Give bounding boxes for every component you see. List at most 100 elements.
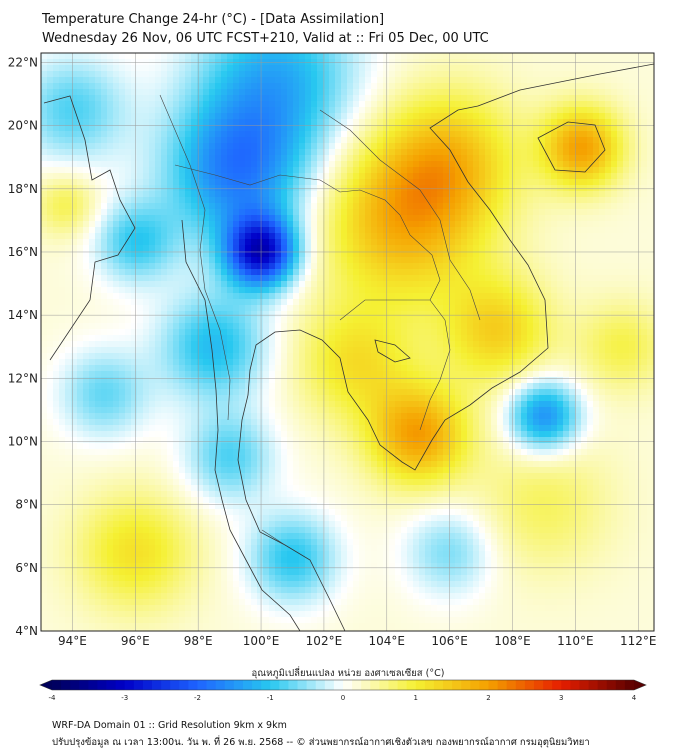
field-cell — [545, 299, 552, 306]
field-cell — [497, 125, 504, 132]
field-cell — [641, 329, 648, 336]
field-cell — [617, 329, 624, 336]
field-cell — [623, 179, 630, 186]
field-cell — [131, 167, 138, 174]
field-cell — [47, 341, 54, 348]
field-cell — [47, 317, 54, 324]
field-cell — [449, 245, 456, 252]
field-cell — [521, 245, 528, 252]
field-cell — [527, 83, 534, 90]
field-cell — [281, 335, 288, 342]
field-cell — [47, 197, 54, 204]
field-cell — [257, 53, 264, 60]
field-cell — [95, 299, 102, 306]
field-cell — [305, 287, 312, 294]
field-cell — [155, 251, 162, 258]
field-cell — [581, 317, 588, 324]
field-cell — [47, 323, 54, 330]
field-cell — [485, 95, 492, 102]
field-cell — [317, 155, 324, 162]
field-cell — [263, 101, 270, 108]
field-cell — [215, 299, 222, 306]
field-cell — [521, 251, 528, 258]
field-cell — [245, 179, 252, 186]
field-cell — [623, 281, 630, 288]
field-cell — [563, 197, 570, 204]
field-cell — [593, 275, 600, 282]
field-cell — [89, 341, 96, 348]
field-cell — [617, 65, 624, 72]
field-cell — [227, 191, 234, 198]
field-cell — [341, 113, 348, 120]
field-cell — [167, 245, 174, 252]
field-cell — [131, 185, 138, 192]
field-cell — [323, 101, 330, 108]
field-cell — [533, 293, 540, 300]
field-cell — [497, 107, 504, 114]
field-cell — [191, 95, 198, 102]
field-cell — [623, 65, 630, 72]
field-cell — [575, 281, 582, 288]
field-cell — [239, 251, 246, 258]
field-cell — [299, 89, 306, 96]
field-cell — [629, 311, 636, 318]
field-cell — [389, 65, 396, 72]
field-cell — [197, 137, 204, 144]
field-cell — [437, 293, 444, 300]
field-cell — [281, 299, 288, 306]
field-cell — [239, 185, 246, 192]
field-cell — [341, 263, 348, 270]
field-cell — [233, 209, 240, 216]
field-cell — [413, 71, 420, 78]
field-cell — [71, 77, 78, 84]
field-cell — [209, 131, 216, 138]
field-cell — [131, 251, 138, 258]
field-cell — [125, 281, 132, 288]
field-cell — [137, 209, 144, 216]
field-cell — [599, 185, 606, 192]
field-cell — [335, 263, 342, 270]
field-cell — [365, 167, 372, 174]
field-cell — [383, 323, 390, 330]
field-cell — [161, 131, 168, 138]
field-cell — [479, 191, 486, 198]
field-cell — [365, 215, 372, 222]
field-cell — [95, 161, 102, 168]
field-cell — [233, 77, 240, 84]
field-cell — [149, 149, 156, 156]
field-cell — [263, 77, 270, 84]
field-cell — [137, 89, 144, 96]
field-cell — [137, 275, 144, 282]
field-cell — [521, 191, 528, 198]
field-cell — [95, 311, 102, 318]
field-cell — [461, 227, 468, 234]
field-cell — [179, 269, 186, 276]
field-cell — [263, 179, 270, 186]
field-cell — [527, 257, 534, 264]
field-cell — [191, 137, 198, 144]
field-cell — [605, 233, 612, 240]
field-cell — [605, 215, 612, 222]
field-cell — [143, 221, 150, 228]
field-cell — [245, 149, 252, 156]
field-cell — [485, 245, 492, 252]
field-cell — [371, 317, 378, 324]
field-cell — [341, 305, 348, 312]
field-cell — [311, 227, 318, 234]
field-cell — [395, 305, 402, 312]
field-cell — [347, 215, 354, 222]
field-cell — [215, 329, 222, 336]
field-cell — [329, 251, 336, 258]
field-cell — [347, 89, 354, 96]
field-cell — [593, 71, 600, 78]
field-cell — [353, 293, 360, 300]
field-cell — [233, 143, 240, 150]
field-cell — [251, 275, 258, 282]
field-cell — [197, 101, 204, 108]
field-cell — [515, 263, 522, 270]
field-cell — [479, 65, 486, 72]
field-cell — [137, 95, 144, 102]
field-cell — [113, 197, 120, 204]
field-cell — [107, 251, 114, 258]
field-cell — [473, 71, 480, 78]
